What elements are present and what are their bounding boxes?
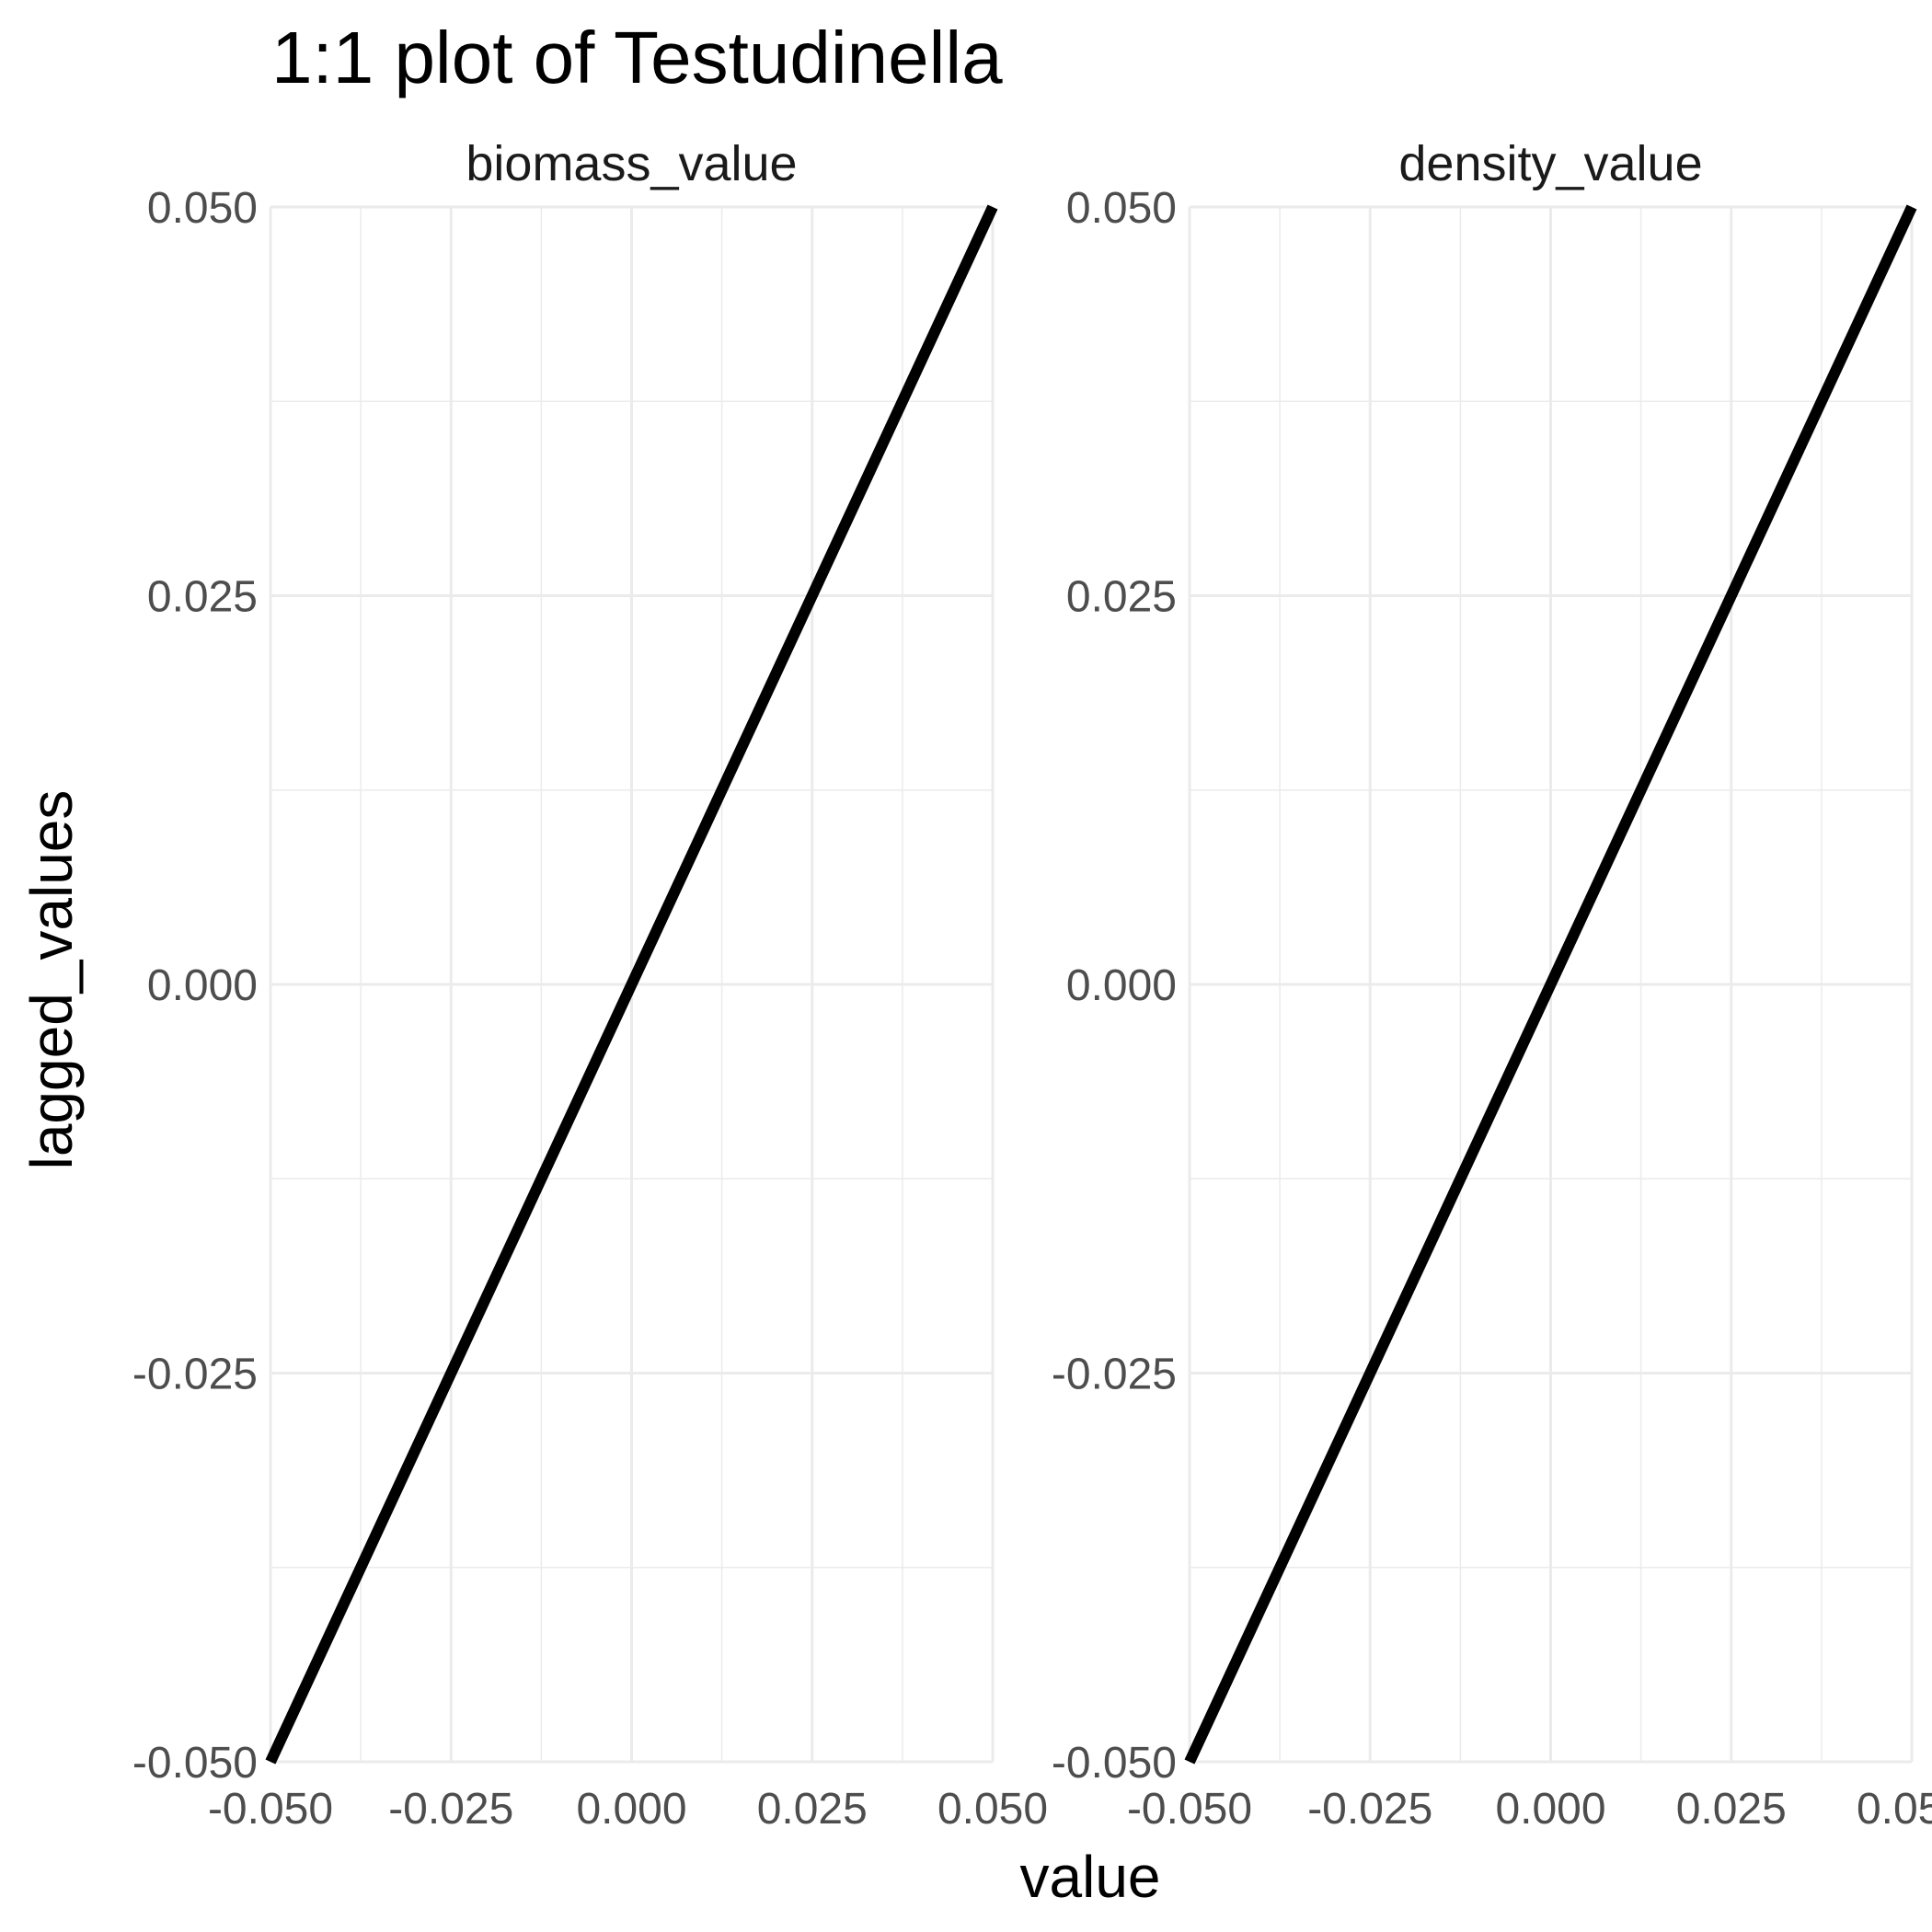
x-tick-label: 0.025 [1676,1785,1787,1834]
panels-layer: biomass_value -0.050 -0.025 0.000 0.025 0.050… [132,136,1932,1834]
strip-label: density_value [1398,136,1702,191]
x-tick-label: 0.050 [1857,1785,1932,1834]
x-tick-label: -0.025 [388,1785,513,1834]
panel-2: density_value -0.050 -0.025 0.000 0.025 0.050… [1052,136,1932,1834]
x-tick-label: -0.025 [1307,1785,1432,1834]
y-tick-label: -0.025 [132,1351,258,1399]
y-tick-label: 0.025 [1066,573,1177,622]
y-tick-label: 0.025 [147,573,258,622]
x-tick-label: 0.000 [576,1785,686,1834]
x-tick-label: 0.000 [1495,1785,1605,1834]
strip-label: biomass_value [466,136,797,191]
x-tick-label: 0.025 [757,1785,868,1834]
y-tick-label: 0.050 [147,184,258,233]
x-tick-label: 0.050 [937,1785,1048,1834]
x-tick-label: -0.050 [1127,1785,1252,1834]
y-tick-label: 0.050 [1066,184,1177,233]
y-tick-label: -0.050 [132,1739,258,1788]
x-axis-title: value [1020,1844,1161,1910]
y-axis-title: lagged_values [18,790,85,1170]
chart-title: 1:1 plot of Testudinella [271,17,1003,98]
y-tick-label: 0.000 [1066,961,1177,1010]
series-line [265,204,998,1765]
y-tick-label: -0.025 [1052,1351,1177,1399]
y-tick-label: 0.000 [147,961,258,1010]
panel-1: biomass_value -0.050 -0.025 0.000 0.025 0.050… [132,136,1048,1834]
series-line [1184,204,1917,1765]
x-tick-label: -0.050 [208,1785,333,1834]
y-tick-label: -0.050 [1052,1739,1177,1788]
